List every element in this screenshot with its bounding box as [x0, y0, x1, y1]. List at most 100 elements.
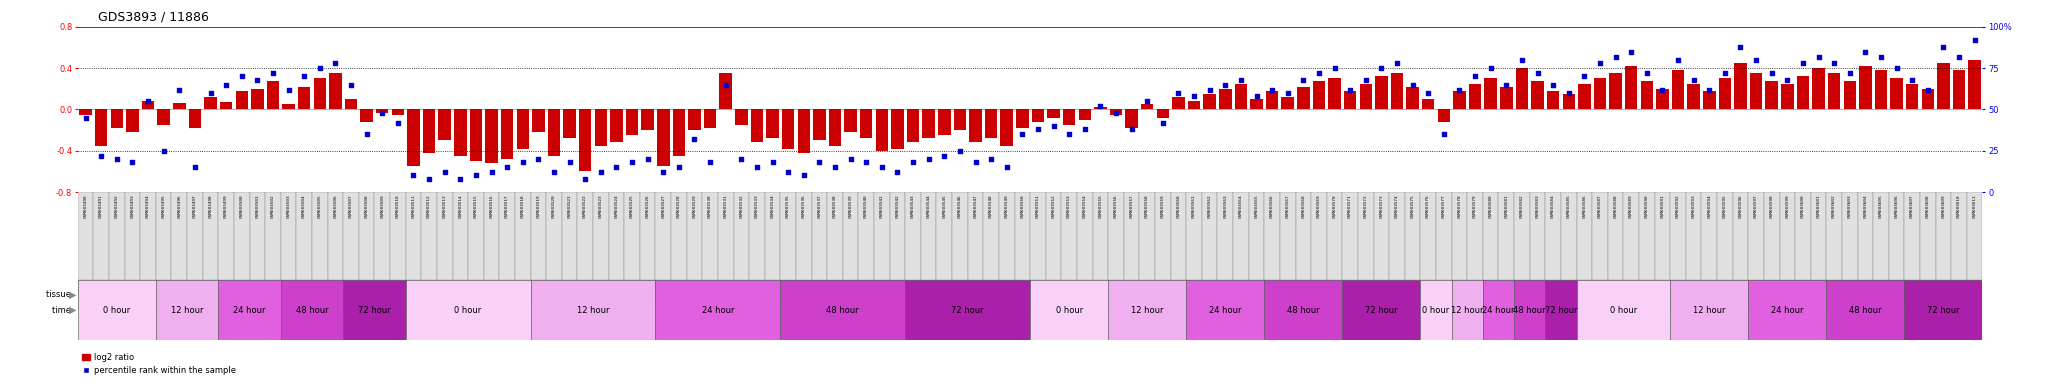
Bar — [1921, 192, 1935, 280]
Text: GSM603517: GSM603517 — [506, 195, 510, 218]
Text: GSM603502: GSM603502 — [270, 195, 274, 218]
Point — [662, 164, 694, 170]
Text: GSM603568: GSM603568 — [1300, 195, 1305, 218]
Bar — [156, 192, 172, 280]
Point — [756, 159, 788, 166]
Bar — [1624, 192, 1638, 280]
Text: GSM603541: GSM603541 — [881, 195, 885, 218]
Text: GSM603501: GSM603501 — [256, 195, 260, 218]
Bar — [1235, 84, 1247, 109]
Text: GSM603591: GSM603591 — [1661, 195, 1665, 218]
Bar — [969, 109, 981, 142]
Bar — [455, 109, 467, 156]
Bar — [188, 109, 201, 128]
Point — [709, 82, 741, 88]
Bar — [1077, 192, 1092, 280]
Text: GSM603545: GSM603545 — [942, 195, 946, 218]
Text: GSM603555: GSM603555 — [1098, 195, 1102, 218]
Point — [1380, 60, 1413, 66]
Bar — [641, 109, 653, 130]
Bar — [999, 192, 1014, 280]
Bar — [1702, 192, 1716, 280]
Point — [1100, 110, 1133, 116]
Point — [975, 156, 1008, 162]
Bar — [1016, 109, 1028, 128]
Bar — [358, 192, 375, 280]
Text: 0 hour: 0 hour — [1055, 306, 1083, 314]
Text: GSM603549: GSM603549 — [1006, 195, 1010, 218]
Point — [1505, 57, 1538, 63]
Bar — [1155, 192, 1171, 280]
Bar — [1610, 73, 1622, 109]
Text: 12 hour: 12 hour — [578, 306, 608, 314]
Bar — [1264, 192, 1280, 280]
Text: GSM603554: GSM603554 — [1083, 195, 1087, 218]
Bar — [344, 192, 358, 280]
Text: GSM603599: GSM603599 — [1786, 195, 1790, 218]
Text: GSM603538: GSM603538 — [834, 195, 838, 218]
Text: 48 hour: 48 hour — [295, 306, 328, 314]
Point — [850, 159, 883, 166]
Text: 12 hour: 12 hour — [1130, 306, 1163, 314]
Point — [1427, 131, 1460, 137]
Bar — [1264, 280, 1341, 340]
Point — [1053, 131, 1085, 137]
Bar — [109, 192, 125, 280]
Text: GSM603525: GSM603525 — [631, 195, 635, 218]
Bar — [1530, 192, 1546, 280]
Bar — [1204, 94, 1217, 109]
Bar — [1733, 192, 1749, 280]
Point — [475, 169, 508, 175]
Text: GSM603528: GSM603528 — [678, 195, 680, 218]
Text: GSM603577: GSM603577 — [1442, 195, 1446, 218]
Point — [1475, 65, 1507, 71]
Bar — [1640, 81, 1653, 109]
Text: GSM603543: GSM603543 — [911, 195, 915, 218]
Bar — [406, 280, 1030, 309]
Bar — [610, 109, 623, 142]
Bar — [1499, 192, 1513, 280]
Point — [70, 114, 102, 121]
Point — [1083, 103, 1116, 109]
Point — [1194, 86, 1227, 93]
Text: liver: liver — [231, 290, 252, 299]
Text: GSM603584: GSM603584 — [1550, 195, 1554, 218]
Text: GSM603575: GSM603575 — [1411, 195, 1415, 218]
Bar — [1327, 192, 1341, 280]
Bar — [1935, 192, 1952, 280]
Bar — [1296, 87, 1309, 109]
Bar — [1657, 89, 1669, 109]
Bar — [281, 280, 344, 340]
Point — [209, 82, 242, 88]
Point — [1911, 86, 1944, 93]
Bar — [375, 192, 389, 280]
Point — [537, 169, 569, 175]
Bar — [516, 109, 528, 149]
Bar — [1858, 192, 1874, 280]
Text: GSM603550: GSM603550 — [1020, 195, 1024, 218]
Point — [350, 131, 383, 137]
Point — [117, 159, 150, 166]
Text: GSM603494: GSM603494 — [145, 195, 150, 218]
Point — [1366, 65, 1399, 71]
Bar — [1624, 66, 1638, 109]
Bar — [1765, 81, 1778, 109]
Bar — [1030, 280, 1421, 309]
Point — [1880, 65, 1913, 71]
Bar — [877, 109, 889, 151]
Text: GSM603593: GSM603593 — [1692, 195, 1696, 218]
Text: GSM603569: GSM603569 — [1317, 195, 1321, 218]
Bar — [141, 101, 154, 109]
Point — [414, 176, 446, 182]
Bar — [1905, 192, 1921, 280]
Point — [334, 82, 367, 88]
Bar — [1968, 60, 1980, 109]
Point — [725, 156, 758, 162]
Text: 72 hour: 72 hour — [358, 306, 391, 314]
Bar — [406, 192, 422, 280]
Text: GSM603608: GSM603608 — [1925, 195, 1929, 218]
Point — [834, 156, 866, 162]
Text: GSM603527: GSM603527 — [662, 195, 666, 218]
Point — [459, 172, 492, 179]
Text: 48 hour: 48 hour — [827, 306, 858, 314]
